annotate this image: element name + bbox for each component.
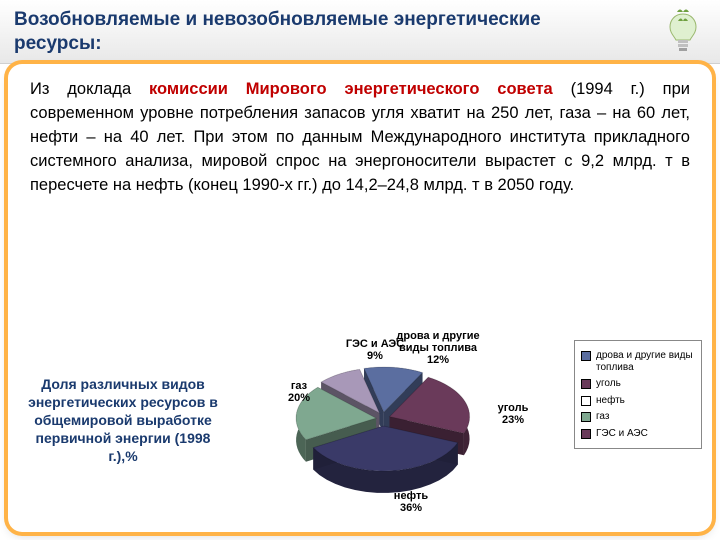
chart-wrap: ГЭС и АЭС9% дрова и другие виды топлива1… bbox=[218, 320, 692, 520]
chart-caption: Доля различных видов энергетических ресу… bbox=[28, 375, 218, 466]
pie-label-coal: уголь23% bbox=[468, 402, 558, 426]
legend-swatch bbox=[581, 351, 591, 361]
legend-item: нефть bbox=[581, 395, 695, 407]
legend-label: нефть bbox=[596, 395, 625, 407]
legend-label: газ bbox=[596, 411, 609, 423]
legend-swatch bbox=[581, 429, 591, 439]
legend-swatch bbox=[581, 396, 591, 406]
body-paragraph: Из доклада комиссии Мирового энергетичес… bbox=[30, 78, 690, 198]
legend-label: уголь bbox=[596, 378, 621, 390]
page-title: Возобновляемые и невозобновляемые энерге… bbox=[14, 8, 630, 56]
legend-swatch bbox=[581, 379, 591, 389]
pie-label-oil: нефть36% bbox=[366, 490, 456, 514]
pie-label-gas: газ20% bbox=[254, 380, 344, 404]
legend-item: ГЭС и АЭС bbox=[581, 428, 695, 440]
pie-label-fuel: дрова и другие виды топлива12% bbox=[393, 330, 483, 366]
legend-item: газ bbox=[581, 411, 695, 423]
legend-item: уголь bbox=[581, 378, 695, 390]
chart-legend: дрова и другие виды топлива уголь нефть газ… bbox=[574, 340, 702, 449]
chart-row: Доля различных видов энергетических ресу… bbox=[28, 320, 692, 520]
logo-bulb-icon bbox=[658, 6, 708, 56]
content-card: Из доклада комиссии Мирового энергетичес… bbox=[8, 64, 712, 532]
legend-item: дрова и другие виды топлива bbox=[581, 350, 695, 373]
header-bar: Возобновляемые и невозобновляемые энерге… bbox=[0, 0, 720, 64]
pie-labels: ГЭС и АЭС9% дрова и другие виды топлива1… bbox=[218, 324, 548, 514]
body-emphasis: комиссии Мирового энергетического совета bbox=[149, 80, 553, 98]
legend-label: ГЭС и АЭС bbox=[596, 428, 648, 440]
legend-label: дрова и другие виды топлива bbox=[596, 350, 695, 373]
pie-chart: ГЭС и АЭС9% дрова и другие виды топлива1… bbox=[218, 324, 548, 514]
legend-swatch bbox=[581, 412, 591, 422]
body-prefix: Из доклада bbox=[30, 80, 149, 98]
